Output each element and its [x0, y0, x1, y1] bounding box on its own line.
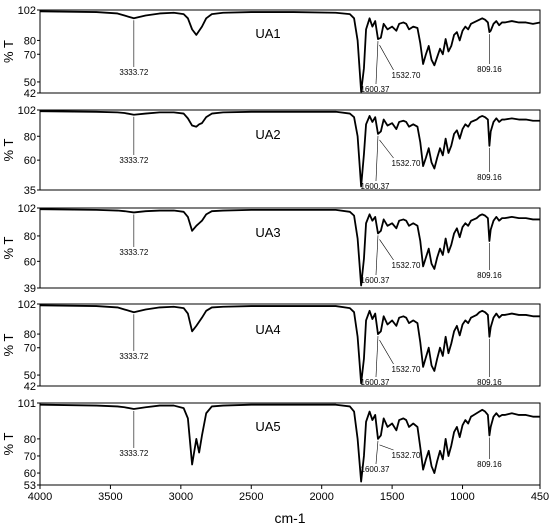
- annotation-leader: [379, 239, 394, 261]
- panel-frame: [39, 9, 541, 94]
- y-tick-label: 102: [18, 5, 36, 17]
- annotation-leader: [379, 44, 394, 71]
- y-tick-label: 50: [24, 370, 36, 382]
- x-axis-label: cm-1: [274, 510, 305, 526]
- peak-annotation: 3333.72: [119, 352, 148, 361]
- peak-annotation: 1532.70: [392, 71, 421, 80]
- y-tick-label: 102: [18, 299, 36, 311]
- annotation-leader: [379, 139, 394, 159]
- peak-annotation: 809.16: [477, 271, 502, 280]
- annotation-leader: [379, 339, 394, 365]
- peak-annotation: 1600.37: [361, 85, 390, 94]
- x-axis: 4000 3500 3000 2500 2000 1500 1000 450: [28, 485, 549, 503]
- panel-frame: [39, 109, 541, 191]
- y-tick-label: 39: [24, 283, 36, 295]
- peak-annotation: 809.16: [477, 173, 502, 182]
- annotation-leader: [375, 235, 379, 276]
- y-axis-label: % T: [1, 139, 16, 162]
- panel-frame: [39, 207, 541, 289]
- peak-annotation: 1532.70: [392, 365, 421, 374]
- y-tick-label: 42: [24, 381, 36, 393]
- y-tick-label: 70: [24, 451, 36, 463]
- peak-annotation: 1600.37: [361, 276, 390, 285]
- peak-annotation: 3333.72: [119, 248, 148, 257]
- annotation-leader: [375, 41, 379, 85]
- x-tick-label: 3000: [169, 491, 193, 503]
- x-tick-label: 450: [531, 491, 549, 503]
- peak-annotation: 809.16: [477, 460, 502, 469]
- annotation-leader: [379, 444, 394, 451]
- panel-title: UA2: [255, 127, 280, 142]
- annotation-leader: [375, 336, 379, 378]
- spectrum-line-ua1: [39, 10, 541, 93]
- peak-annotation: 1532.70: [392, 159, 421, 168]
- y-tick-label: 80: [24, 131, 36, 143]
- y-tick-label: 80: [24, 35, 36, 47]
- panel-title: UA4: [255, 322, 280, 337]
- y-tick-label: 42: [24, 88, 36, 100]
- y-tick-label: 35: [24, 185, 36, 197]
- y-tick-label: 102: [18, 203, 36, 215]
- y-tick-label: 80: [24, 434, 36, 446]
- y-tick-label: 70: [24, 343, 36, 355]
- peak-annotation: 3333.72: [119, 449, 148, 458]
- y-tick-label: 102: [18, 105, 36, 117]
- y-axis-label: % T: [1, 237, 16, 260]
- x-tick-label: 2000: [309, 491, 333, 503]
- peak-annotation: 1532.70: [392, 261, 421, 270]
- panel-frame: [39, 402, 541, 486]
- peak-annotation: 809.16: [477, 65, 502, 74]
- panel-title: UA1: [255, 26, 280, 41]
- annotation-leader: [375, 135, 379, 182]
- peak-annotation: 1532.70: [392, 451, 421, 460]
- x-tick-label: 3500: [98, 491, 122, 503]
- spectrum-line-ua2: [39, 110, 540, 188]
- y-tick-label: 101: [18, 398, 36, 410]
- panel-title: UA3: [255, 225, 280, 240]
- annotation-leader: [375, 440, 379, 465]
- x-tick-label: 1000: [450, 491, 474, 503]
- spectrum-line-ua5: [39, 403, 540, 483]
- y-tick-label: 60: [24, 155, 36, 167]
- peak-annotation: 3333.72: [119, 156, 148, 165]
- y-tick-label: 80: [24, 231, 36, 243]
- peak-annotation: 1600.37: [361, 182, 390, 191]
- panel-title: UA5: [255, 419, 280, 434]
- peak-annotation: 809.16: [477, 378, 502, 387]
- y-tick-label: 50: [24, 77, 36, 89]
- peak-annotation: 1600.37: [361, 378, 390, 387]
- y-axis-label: % T: [1, 334, 16, 357]
- x-tick-label: 2500: [239, 491, 263, 503]
- y-tick-label: 80: [24, 329, 36, 341]
- panel-frame: [39, 303, 541, 387]
- x-tick-label: 1500: [380, 491, 404, 503]
- spectrum-line-ua4: [39, 304, 540, 385]
- spectrum-panel-ua2: 102 80 60 35 % T UA2 3333.72 1600.37 1532.70 809.…: [1, 105, 541, 197]
- spectrum-line-ua3: [39, 208, 540, 287]
- y-tick-label: 70: [24, 49, 36, 61]
- peak-annotation: 1600.37: [361, 465, 390, 474]
- y-tick-label: 60: [24, 256, 36, 268]
- y-tick-label: 53: [24, 480, 36, 492]
- peak-annotation: 3333.72: [119, 68, 148, 77]
- x-tick-label: 4000: [28, 491, 52, 503]
- y-axis-label: % T: [1, 40, 16, 63]
- y-axis-label: % T: [1, 433, 16, 456]
- y-tick-label: 60: [24, 468, 36, 480]
